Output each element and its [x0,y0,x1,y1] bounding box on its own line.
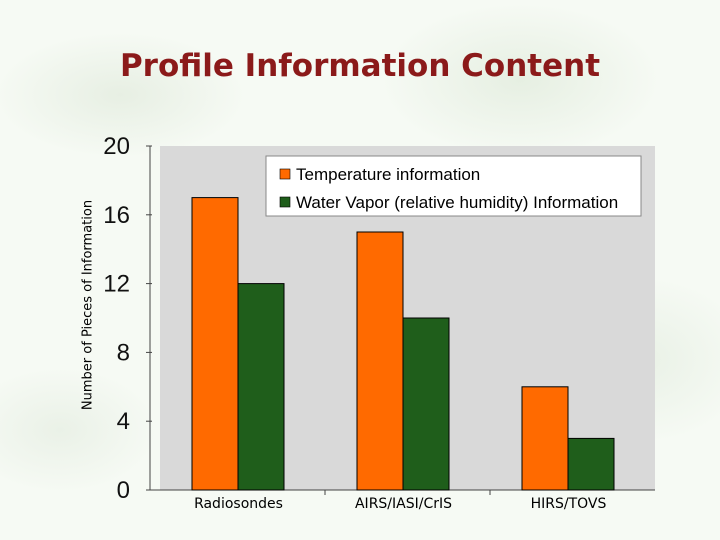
bar-temperature [521,386,569,491]
legend-box [265,155,642,217]
y-tick-label: 4 [117,408,130,435]
bar-temperature [191,197,239,491]
legend-label-temperature: Temperature information [296,165,480,184]
y-tick-label: 8 [117,339,130,366]
legend-swatch-temperature [279,168,291,180]
y-tick-label: 12 [103,271,130,298]
slide-title: Profile Information Content [119,48,601,84]
x-category-label: AIRS/IASI/CrIS [355,496,452,512]
x-category-label: Radiosondes [194,496,283,512]
legend-swatch-water-vapor [279,196,291,208]
bar-water-vapor [402,317,450,491]
x-category-label: HIRS/TOVS [531,496,607,512]
y-tick-label: 0 [117,477,130,504]
bar-water-vapor [567,437,615,491]
y-tick-label: 16 [103,202,130,229]
bar-water-vapor [237,283,285,491]
y-tick-label: 20 [103,133,130,160]
legend-label-water-vapor: Water Vapor (relative humidity) Informat… [296,193,618,212]
bar-temperature [356,231,404,491]
